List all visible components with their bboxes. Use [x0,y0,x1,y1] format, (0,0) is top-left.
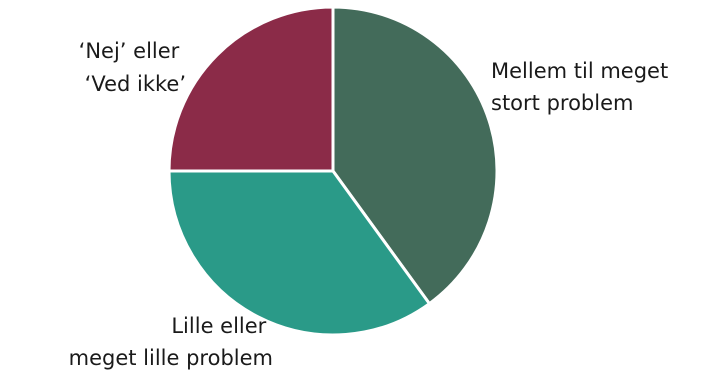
slice-label-1-line-1: meget lille problem [69,346,273,370]
slice-label-1-line-0: Lille eller [171,314,266,338]
slice-label-0-line-1: stort problem [491,91,633,115]
slice-label-2-line-0: ‘Nej’ eller [79,39,180,63]
slice-label-2: ‘Nej’ eller ‘Ved ikke’ [79,39,186,96]
slice-label-0: Mellem til meget stort problem [491,59,675,115]
slice-label-1: Lille eller meget lille problem [69,314,273,370]
slice-label-0-line-0: Mellem til meget [491,59,668,83]
slice-label-2-line-1: ‘Ved ikke’ [85,72,186,96]
pie-slice-2 [167,5,335,173]
pie-slice-1 [167,169,431,337]
pie-slice-0 [331,5,499,306]
pie-slices [167,5,499,337]
